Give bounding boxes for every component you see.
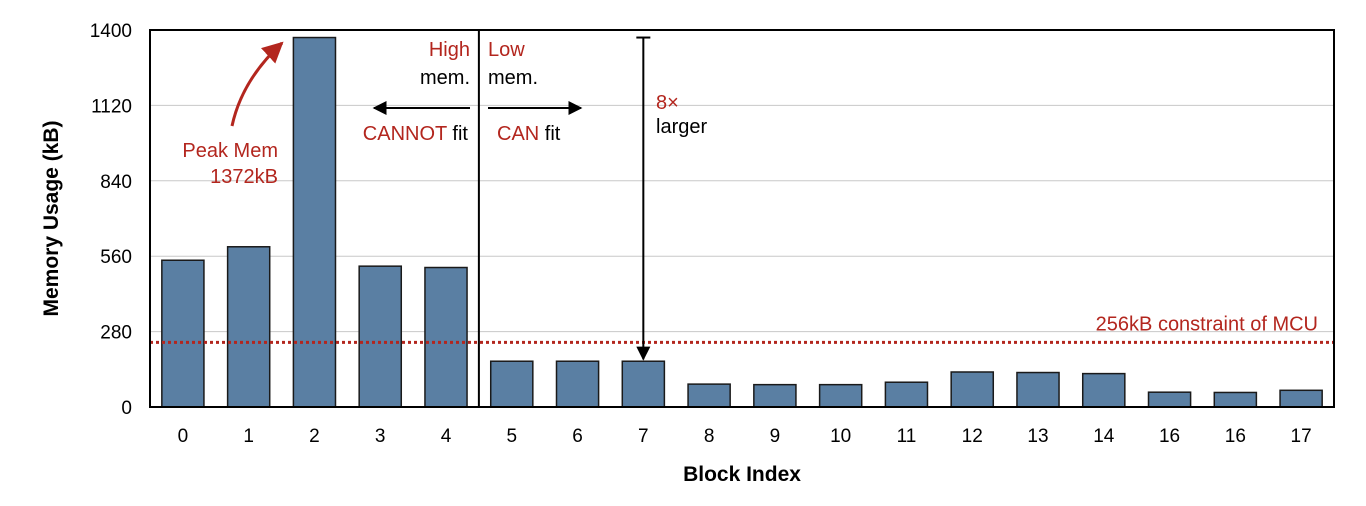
bar-block-3 [358, 265, 403, 408]
x-tick-label: 5 [506, 426, 517, 447]
can-text: CAN [497, 123, 539, 145]
y-tick-label: 0 [121, 398, 132, 419]
x-tick-label: 3 [375, 426, 386, 447]
x-tick-label: 6 [572, 426, 583, 447]
bar-block-13 [1016, 371, 1060, 408]
x-tick-label: 1 [243, 426, 254, 447]
x-tick-label: 13 [1027, 426, 1048, 447]
x-tick-label: 17 [1291, 426, 1312, 447]
bar-block-8 [687, 383, 731, 408]
bars [161, 36, 1323, 408]
bar-block-15 [1147, 391, 1192, 408]
plot-frame [149, 29, 1335, 408]
peak-mem-label: Peak Mem [182, 140, 278, 162]
x-tick-label: 14 [1093, 426, 1115, 447]
bar-block-6 [555, 360, 600, 408]
bar-block-4 [424, 266, 468, 408]
y-axis-title: Memory Usage (kB) [40, 120, 63, 316]
y-tick-label: 840 [100, 172, 132, 193]
bar-block-11 [884, 381, 929, 408]
bar-block-2 [292, 36, 337, 408]
x-tick-label: 4 [441, 426, 452, 447]
low-label: Low [488, 39, 525, 61]
bar-block-5 [489, 360, 534, 408]
bar-block-12 [950, 371, 995, 408]
x-tick-label: 8 [704, 426, 715, 447]
can-fit-text: fit [539, 123, 561, 145]
x-tick-label: 0 [178, 426, 189, 447]
y-tick-label: 1400 [90, 21, 132, 42]
x-tick-label: 2 [309, 426, 320, 447]
low-mem-label: mem. [488, 67, 538, 89]
x-axis-title: Block Index [683, 463, 801, 486]
x-axis-ticks: 0 1 2 3 4 5 6 7 8 9 10 11 12 13 14 16 16 17 [178, 426, 1312, 447]
x-tick-label: 12 [962, 426, 983, 447]
bar-block-1 [226, 246, 271, 408]
x-tick-label: 11 [897, 426, 917, 447]
x-tick-label: 16 [1225, 426, 1246, 447]
bar-block-10 [818, 383, 863, 408]
high-mem-label: mem. [420, 67, 470, 89]
x-tick-label: 10 [830, 426, 851, 447]
cannot-fit-text: fit [447, 123, 469, 145]
bar-block-0 [161, 259, 205, 408]
bar-block-16 [1213, 391, 1258, 408]
x-tick-label: 16 [1159, 426, 1180, 447]
can-fit-label: CAN fit [497, 123, 561, 145]
bar-block-17 [1279, 389, 1323, 408]
constraint-label: 256kB constraint of MCU [1096, 313, 1318, 335]
cannot-fit-label: CANNOT fit [363, 123, 469, 145]
bar-block-9 [753, 383, 797, 408]
grid-lines [150, 104, 1334, 333]
bar-block-7 [621, 360, 666, 408]
y-tick-label: 1120 [91, 96, 132, 117]
high-label: High [429, 39, 470, 61]
x-tick-label: 7 [638, 426, 649, 447]
ratio-label: 8× [656, 92, 679, 114]
ratio-larger-label: larger [656, 116, 707, 138]
y-tick-label: 280 [100, 323, 132, 344]
cannot-text: CANNOT [363, 123, 447, 145]
y-tick-label: 560 [100, 247, 132, 268]
peak-arrow [230, 41, 284, 127]
bar-block-14 [1081, 372, 1126, 408]
y-axis-ticks: 0 280 560 840 1120 1400 [90, 21, 132, 419]
peak-mem-value: 1372kB [210, 166, 278, 188]
x-tick-label: 9 [770, 426, 781, 447]
